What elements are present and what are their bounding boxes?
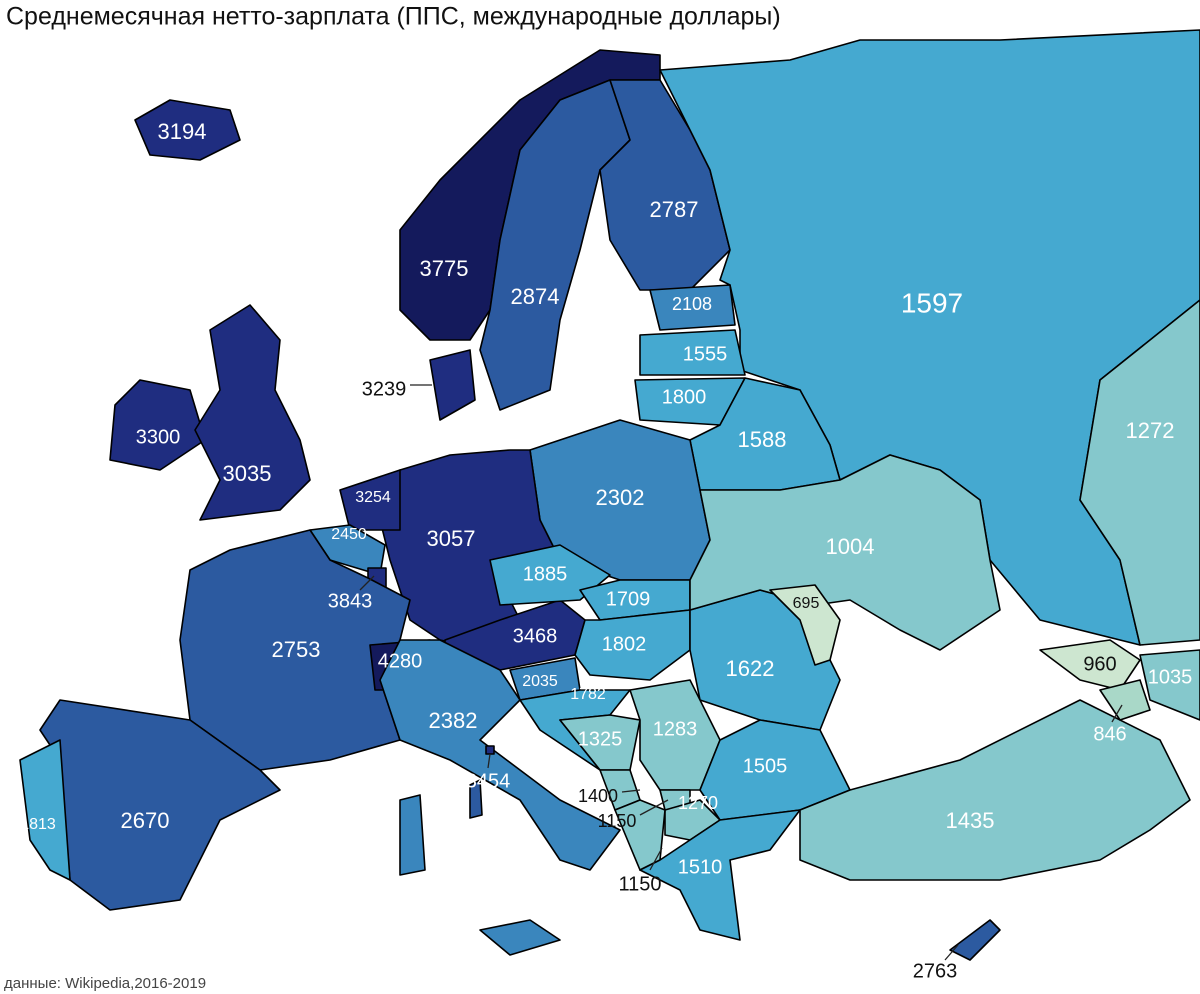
- value-label: 960: [1083, 653, 1116, 675]
- leader-line: [639, 799, 669, 816]
- value-label: 1782: [570, 686, 606, 703]
- value-label: 3254: [355, 489, 391, 506]
- value-label: 1622: [726, 656, 775, 681]
- value-label: 2670: [121, 808, 170, 833]
- leader-line: [487, 753, 491, 769]
- country: [469, 779, 483, 819]
- value-label: 1510: [678, 856, 723, 878]
- value-label: 4280: [378, 650, 423, 672]
- country: [399, 794, 426, 876]
- value-label: 3468: [513, 625, 558, 647]
- value-label: 3843: [328, 590, 373, 612]
- country: [109, 379, 206, 471]
- country: [614, 799, 666, 871]
- value-label: 3194: [158, 119, 207, 144]
- country: [379, 639, 621, 871]
- value-label: 1802: [602, 633, 647, 655]
- country: [799, 699, 1191, 881]
- country: [949, 919, 1001, 961]
- country: [574, 609, 691, 681]
- value-label: 2787: [650, 197, 699, 222]
- leader-line: [621, 789, 641, 793]
- value-label: 1283: [653, 718, 698, 740]
- value-label: 2302: [596, 485, 645, 510]
- value-label: 1885: [523, 563, 568, 585]
- country: [194, 304, 311, 521]
- countries: [19, 29, 1200, 961]
- value-label: 695: [793, 595, 820, 612]
- leader-line: [649, 847, 663, 871]
- country: [1139, 649, 1200, 721]
- value-label: 3775: [420, 256, 469, 281]
- value-label: 1435: [946, 808, 995, 833]
- country: [559, 714, 641, 771]
- value-label: 3239: [362, 378, 407, 400]
- country: [339, 469, 401, 531]
- value-label: 1709: [606, 588, 651, 610]
- value-label: 1325: [578, 728, 623, 750]
- value-label: 3454: [466, 770, 511, 792]
- country: [134, 99, 241, 161]
- value-label: 2108: [672, 294, 712, 314]
- country: [1039, 639, 1141, 691]
- country: [479, 919, 561, 956]
- value-label: 1800: [662, 386, 707, 408]
- country: [485, 745, 495, 755]
- value-label: 1150: [618, 873, 661, 895]
- leader-line: [359, 575, 375, 591]
- value-label: 2035: [522, 673, 558, 690]
- value-label: 3057: [427, 526, 476, 551]
- country: [769, 584, 841, 666]
- value-label: 3300: [136, 426, 181, 448]
- value-label: 2874: [511, 284, 560, 309]
- leader-line: [944, 944, 959, 961]
- leader-line: [1111, 704, 1123, 723]
- source-note: данные: Wikipedia,2016-2019: [4, 975, 206, 992]
- value-label: 1150: [598, 811, 637, 831]
- value-label: 1400: [578, 786, 618, 806]
- country: [639, 329, 746, 376]
- country: [1079, 299, 1200, 646]
- value-label: 2450: [331, 526, 367, 543]
- value-label: 1035: [1148, 666, 1193, 688]
- value-label: 1505: [743, 755, 788, 777]
- value-label: 1270: [678, 793, 718, 813]
- map-title: Среднемесячная нетто-зарплата (ППС, межд…: [6, 3, 781, 31]
- value-label: 1004: [826, 534, 875, 559]
- country: [639, 809, 801, 941]
- value-label: 846: [1093, 723, 1126, 745]
- country: [19, 739, 71, 881]
- country: [649, 284, 736, 331]
- country: [479, 79, 631, 411]
- value-label: 1813: [20, 816, 56, 833]
- value-label: 1555: [683, 343, 728, 365]
- value-label: 2753: [272, 637, 321, 662]
- value-label: 2763: [913, 960, 958, 982]
- country: [1099, 679, 1151, 721]
- country: [429, 349, 476, 421]
- value-labels: 3194 3300 3035 3775 2874 2787 1597 2108 1555 1800…: [20, 119, 1192, 982]
- value-label: 2382: [429, 708, 478, 733]
- country: [689, 454, 1001, 651]
- value-label: 1272: [1126, 418, 1175, 443]
- value-label: 3035: [223, 461, 272, 486]
- value-label: 1588: [738, 427, 787, 452]
- value-label: 1597: [901, 287, 963, 318]
